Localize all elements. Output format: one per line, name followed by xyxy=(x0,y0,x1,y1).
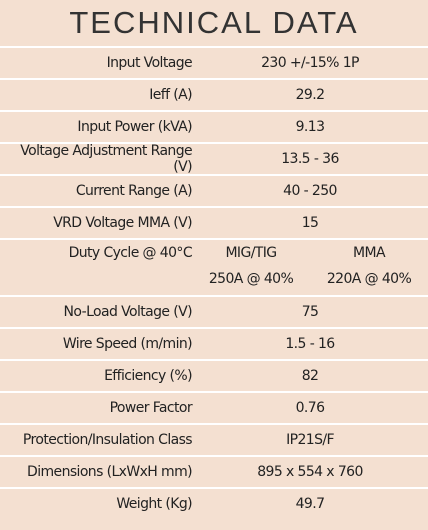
spec-value: 9.13 xyxy=(295,119,325,135)
spec-row: Ieff (A) 29.2 xyxy=(0,78,428,110)
spec-label: VRD Voltage MMA (V) xyxy=(53,215,192,231)
spec-value: 0.76 xyxy=(295,400,325,416)
column-header: MIG/TIG xyxy=(225,245,277,261)
spec-row: Weight (Kg) 49.7 xyxy=(0,487,428,519)
spec-row: Input Voltage 230 +/-15% 1P xyxy=(0,46,428,78)
spec-row: Voltage Adjustment Range (V) 13.5 - 36 xyxy=(0,142,428,175)
spec-row: No-Load Voltage (V) 75 xyxy=(0,295,428,327)
spec-label: Current Range (A) xyxy=(75,183,193,199)
spec-column: MMA 220A @ 40% xyxy=(310,240,428,292)
spec-value: 40 - 250 xyxy=(283,183,337,199)
column-header: MMA xyxy=(353,245,386,261)
spec-value: 13.5 - 36 xyxy=(281,151,339,167)
spec-value: 230 +/-15% 1P xyxy=(261,55,359,71)
spec-row: Protection/Insulation Class IP21S/F xyxy=(0,423,428,455)
spec-label: No-Load Voltage (V) xyxy=(63,304,193,320)
spec-value: 895 x 554 x 760 xyxy=(257,464,363,480)
spec-row: Current Range (A) 40 - 250 xyxy=(0,174,428,206)
spec-table: Input Voltage 230 +/-15% 1P Ieff (A) 29.2 In… xyxy=(0,46,428,519)
spec-value: 82 xyxy=(301,368,319,384)
spec-label: Power Factor xyxy=(109,400,193,416)
column-value: 250A @ 40% xyxy=(208,271,294,287)
column-value: 220A @ 40% xyxy=(326,271,412,287)
spec-label: Duty Cycle @ 40°C xyxy=(68,245,193,261)
spec-row: Duty Cycle @ 40°C MIG/TIG 250A @ 40% MMA 220… xyxy=(0,238,428,295)
spec-row: VRD Voltage MMA (V) 15 xyxy=(0,206,428,238)
spec-label: Input Power (kVA) xyxy=(77,119,192,135)
spec-label: Input Voltage xyxy=(106,55,193,71)
spec-value: 49.7 xyxy=(295,496,325,512)
spec-value: 29.2 xyxy=(295,87,325,103)
title: TECHNICAL DATA xyxy=(69,5,359,40)
spec-row: Efficiency (%) 82 xyxy=(0,359,428,391)
spec-row: Power Factor 0.76 xyxy=(0,391,428,423)
spec-value: IP21S/F xyxy=(286,432,334,448)
spec-row: Input Power (kVA) 9.13 xyxy=(0,110,428,142)
spec-label: Voltage Adjustment Range (V) xyxy=(20,143,192,175)
spec-row: Dimensions (LxWxH mm) 895 x 554 x 760 xyxy=(0,455,428,487)
spec-label: Efficiency (%) xyxy=(104,368,193,384)
spec-label: Wire Speed (m/min) xyxy=(62,336,193,352)
spec-value: 15 xyxy=(301,215,319,231)
spec-label: Dimensions (LxWxH mm) xyxy=(27,464,193,480)
spec-value: 1.5 - 16 xyxy=(285,336,335,352)
spec-column: MIG/TIG 250A @ 40% xyxy=(192,240,310,292)
spec-label: Protection/Insulation Class xyxy=(22,432,193,448)
spec-label: Ieff (A) xyxy=(149,87,192,103)
spec-row: Wire Speed (m/min) 1.5 - 16 xyxy=(0,327,428,359)
spec-label: Weight (Kg) xyxy=(116,496,192,512)
spec-value: 75 xyxy=(301,304,319,320)
